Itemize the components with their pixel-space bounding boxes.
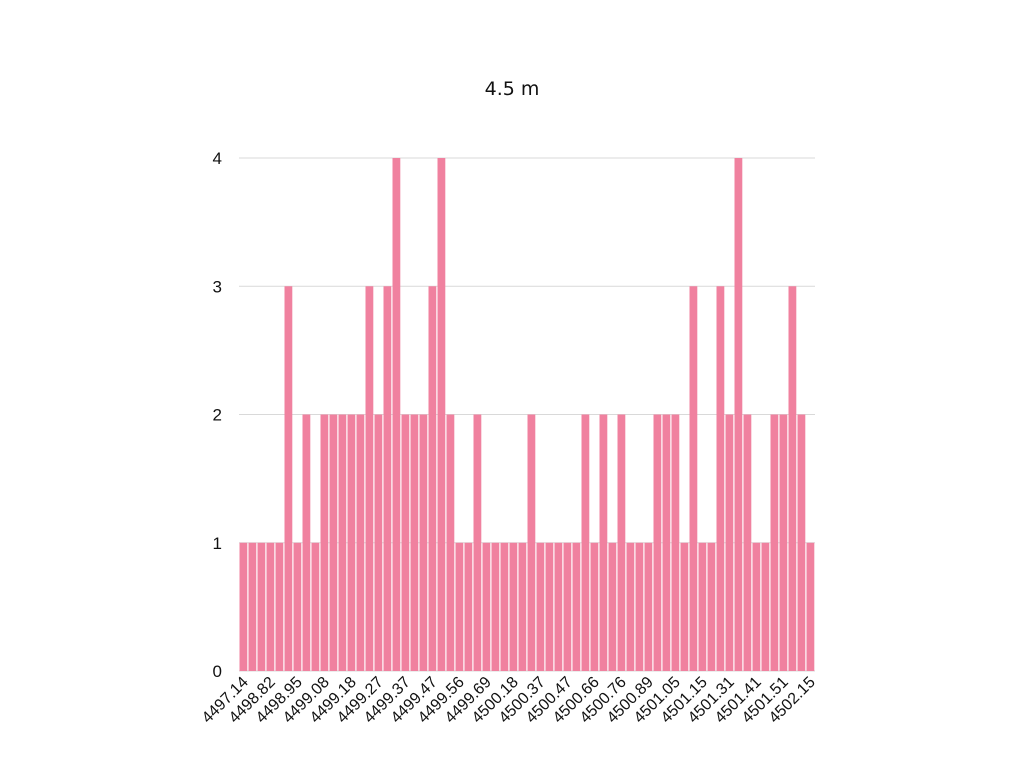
bar (626, 542, 635, 671)
bar (698, 542, 707, 671)
bar (266, 542, 275, 671)
bar (572, 542, 581, 671)
bar (302, 414, 311, 671)
bar (716, 286, 725, 671)
bar (608, 542, 617, 671)
bar (599, 414, 608, 671)
x-tick-labels: 4497.144498.824498.954499.084499.184499.… (199, 674, 819, 727)
bar (653, 414, 662, 671)
bar (491, 542, 500, 671)
bar (356, 414, 365, 671)
chart-title: 4.5 m (484, 78, 540, 100)
bar (752, 542, 761, 671)
bar (563, 542, 572, 671)
y-tick-labels: 0 1 2 3 4 (213, 149, 222, 681)
bar (689, 286, 698, 671)
y-tick-label: 3 (213, 277, 222, 296)
bar (437, 158, 446, 671)
bar (770, 414, 779, 671)
bar (554, 542, 563, 671)
bar (374, 414, 383, 671)
bar (761, 542, 770, 671)
bar (275, 542, 284, 671)
bar (734, 158, 743, 671)
bar (518, 542, 527, 671)
bar (284, 286, 293, 671)
bar (383, 286, 392, 671)
bar (455, 542, 464, 671)
bar (482, 542, 491, 671)
bar (590, 542, 599, 671)
bar (500, 542, 509, 671)
bar (347, 414, 356, 671)
bar (473, 414, 482, 671)
bar (545, 542, 554, 671)
bar (464, 542, 473, 671)
y-tick-label: 2 (213, 406, 222, 425)
bar (311, 542, 320, 671)
bar (401, 414, 410, 671)
bar (329, 414, 338, 671)
bar (617, 414, 626, 671)
bar (293, 542, 302, 671)
bar (806, 542, 815, 671)
bar (446, 414, 455, 671)
bar (536, 542, 545, 671)
bar (419, 414, 428, 671)
bar (725, 414, 734, 671)
bar (788, 286, 797, 671)
bar (743, 414, 752, 671)
bar (779, 414, 788, 671)
bar (707, 542, 716, 671)
bar (410, 414, 419, 671)
bar (248, 542, 257, 671)
bar (797, 414, 806, 671)
bar (392, 158, 401, 671)
bar (365, 286, 374, 671)
bar (527, 414, 536, 671)
bar (338, 414, 347, 671)
y-tick-label: 4 (213, 149, 222, 168)
bar (257, 542, 266, 671)
bars (239, 158, 815, 671)
bar (239, 542, 248, 671)
bar (635, 542, 644, 671)
bar (509, 542, 518, 671)
bar (644, 542, 653, 671)
bar (662, 414, 671, 671)
y-tick-label: 0 (213, 662, 222, 681)
y-tick-label: 1 (213, 534, 222, 553)
bar (428, 286, 437, 671)
bar (671, 414, 680, 671)
bar (320, 414, 329, 671)
bar (680, 542, 689, 671)
bar (581, 414, 590, 671)
